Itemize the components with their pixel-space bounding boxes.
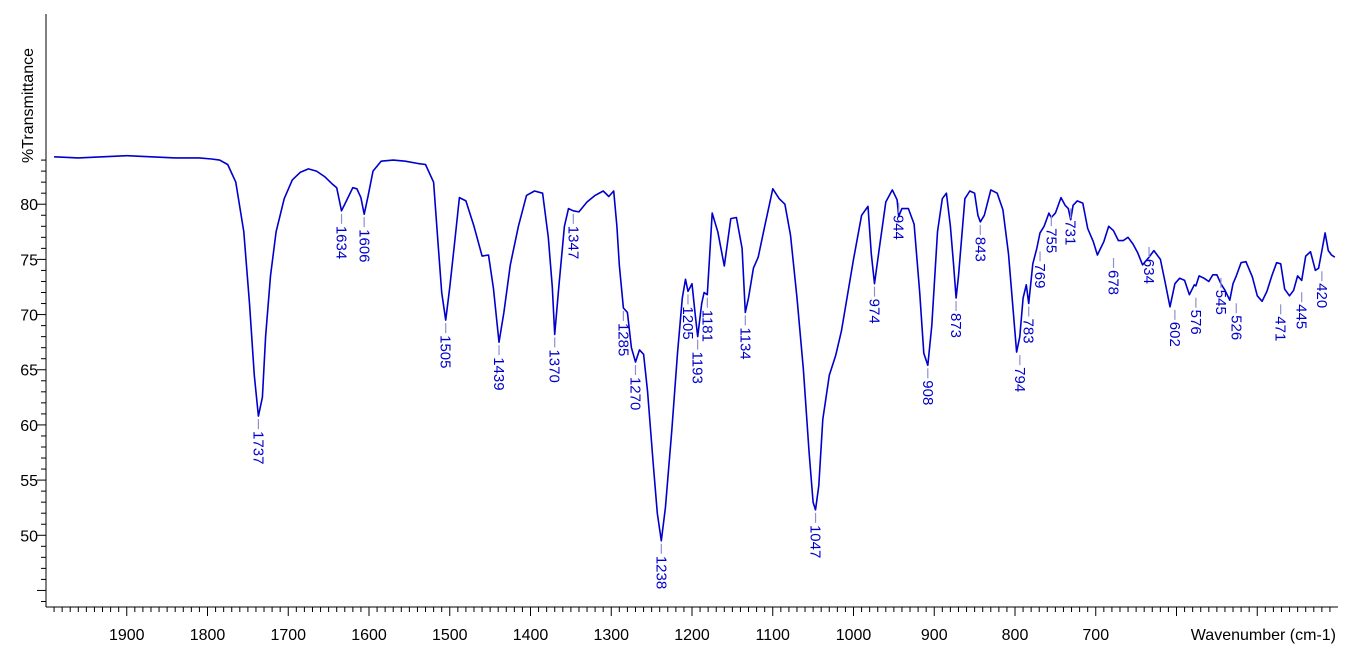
x-tick-label: 1800	[190, 627, 226, 644]
peak-label: 1238	[652, 556, 669, 589]
peak-label: 445	[1293, 304, 1310, 329]
x-tick-label: 1900	[109, 627, 145, 644]
peak-marker: 1181	[698, 297, 715, 342]
peak-marker: 576	[1187, 297, 1204, 335]
peak-marker: 445	[1293, 292, 1310, 329]
y-tick-label: 55	[20, 473, 38, 490]
peak-label: 1270	[626, 377, 643, 410]
peak-label: 783	[1020, 319, 1037, 344]
peak-label: 1505	[437, 335, 454, 368]
peak-marker: 1205	[679, 294, 696, 340]
x-tick-label: 700	[1082, 627, 1109, 644]
x-tick-label: 1000	[836, 627, 872, 644]
peak-marker: 908	[919, 368, 936, 405]
y-tick-label: 65	[20, 363, 38, 380]
peak-label: 769	[1031, 263, 1048, 288]
peak-marker: 1193	[689, 339, 706, 384]
peak-marker: 843	[971, 224, 988, 262]
x-tick-label: 1500	[432, 627, 468, 644]
peak-marker: 420	[1313, 271, 1330, 308]
peak-label: 1347	[564, 226, 581, 259]
x-tick-label: 800	[1002, 627, 1029, 644]
peak-label: 1737	[249, 431, 266, 464]
peak-marker: 1370	[546, 337, 563, 383]
peak-marker: 634	[1140, 246, 1157, 284]
x-axis-title: Wavenumber (cm-1)	[1191, 627, 1336, 644]
peak-marker: 769	[1031, 251, 1048, 288]
peak-label: 1606	[355, 229, 372, 262]
y-tick-label: 60	[20, 418, 38, 435]
peak-label: 1181	[698, 310, 715, 342]
x-tick-label: 1700	[270, 627, 306, 644]
peak-marker: 1737	[249, 419, 266, 464]
peak-marker: 873	[947, 301, 964, 338]
peak-label: 576	[1187, 310, 1204, 335]
y-tick-label: 70	[20, 308, 38, 325]
y-tick-label: 50	[20, 528, 38, 545]
peak-marker: 1505	[437, 323, 454, 368]
peak-label: 1285	[614, 323, 631, 356]
peak-marker: 944	[890, 202, 907, 240]
peak-label: 755	[1042, 228, 1059, 253]
peak-label: 794	[1011, 367, 1028, 392]
peak-marker: 1606	[355, 217, 372, 263]
peak-label: 471	[1272, 316, 1289, 341]
peak-markers: 1737 1634 1606 1505 1439 1370 1347 1285 1270 1238…	[249, 202, 1330, 589]
y-axis-ticks: 50 55 60 65 70 75 80	[20, 159, 46, 602]
peak-label: 1634	[332, 226, 349, 259]
peak-label: 1193	[689, 352, 706, 384]
peak-marker: 1134	[736, 315, 753, 360]
peak-label: 1439	[490, 357, 507, 390]
peak-label: 873	[947, 313, 964, 338]
peak-label: 1047	[807, 525, 824, 558]
spectrum-line	[54, 154, 1336, 542]
peak-marker: 526	[1227, 303, 1244, 340]
x-tick-label: 1100	[756, 627, 791, 644]
y-tick-label: 75	[20, 252, 38, 269]
peak-marker: 1047	[807, 512, 824, 558]
peak-marker: 755	[1042, 216, 1059, 253]
peak-label: 420	[1313, 283, 1330, 308]
peak-marker: 731	[1062, 208, 1079, 245]
peak-label: 843	[971, 237, 988, 262]
peak-marker: 1634	[332, 213, 349, 259]
peak-label: 545	[1212, 290, 1229, 315]
x-tick-label: 1600	[351, 627, 387, 644]
peak-label: 678	[1105, 270, 1122, 295]
peak-marker: 1270	[626, 365, 643, 410]
peak-label: 634	[1140, 259, 1157, 284]
peak-label: 1134	[736, 327, 753, 359]
x-tick-label: 1300	[593, 627, 629, 644]
peak-marker: 545	[1212, 277, 1229, 315]
x-tick-label: 1400	[513, 627, 549, 644]
x-tick-label: 1200	[674, 627, 710, 644]
peak-label: 944	[890, 215, 907, 240]
peak-marker: 1439	[490, 345, 507, 391]
peak-label: 1370	[546, 349, 563, 382]
peak-marker: 1285	[614, 310, 631, 356]
peak-label: 731	[1062, 220, 1079, 245]
peak-label: 974	[866, 299, 883, 324]
peak-marker: 794	[1011, 355, 1028, 392]
peak-marker: 783	[1020, 306, 1037, 344]
x-axis-ticks: 1900 1800 1700 1600 1500 1400 1300 1200 1100 1000…	[53, 607, 1331, 644]
peak-label: 908	[919, 380, 936, 405]
peak-marker: 1347	[564, 213, 581, 259]
peak-label: 602	[1166, 322, 1183, 347]
peak-marker: 678	[1105, 257, 1122, 295]
peak-marker: 602	[1166, 309, 1183, 347]
y-tick-label: 80	[20, 197, 38, 214]
peak-label: 1205	[679, 306, 696, 339]
peak-marker: 1238	[652, 543, 669, 589]
y-axis-title: %Transmittance	[20, 48, 37, 163]
peak-marker: 471	[1272, 304, 1289, 341]
x-tick-label: 900	[921, 627, 948, 644]
peak-marker: 974	[866, 286, 883, 324]
peak-label: 526	[1227, 315, 1244, 340]
